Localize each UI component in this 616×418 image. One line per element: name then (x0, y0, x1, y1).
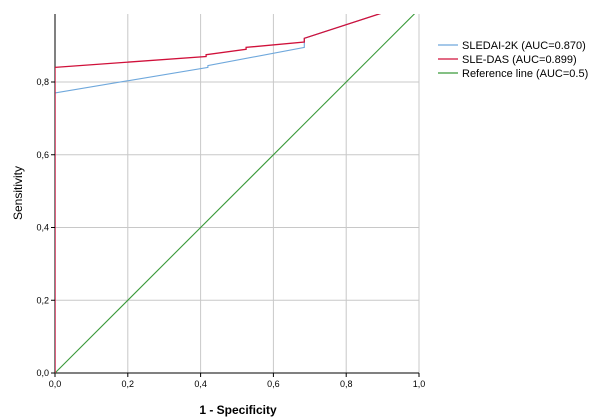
grid (55, 14, 420, 373)
series-lines (55, 14, 416, 374)
y-tick-label: 0,0 (36, 368, 49, 378)
x-axis-label: 1 - Specificity (199, 403, 277, 417)
y-tick-labels: 0,0 0,2 0,4 0,6 0,8 (36, 77, 49, 378)
series-line-1 (55, 14, 382, 373)
x-tick-label: 0,2 (122, 379, 135, 389)
x-tick-label: 0,0 (49, 379, 62, 389)
x-tick-label: 0,6 (267, 379, 280, 389)
y-tick-label: 0,4 (36, 223, 49, 233)
legend: SLEDAI-2K (AUC=0.870) SLE-DAS (AUC=0.899)… (438, 40, 588, 80)
x-tick-label: 0,4 (194, 379, 207, 389)
series-line-2 (55, 14, 416, 374)
y-tick-label: 0,2 (36, 295, 49, 305)
legend-label: SLEDAI-2K (AUC=0.870) (462, 40, 586, 52)
x-tick-label: 1,0 (413, 379, 426, 389)
legend-label: Reference line (AUC=0.5) (462, 68, 588, 80)
y-tick-label: 0,8 (36, 77, 49, 87)
y-axis-label: Sensitivity (11, 166, 25, 220)
y-tick-label: 0,6 (36, 150, 49, 160)
x-tick-label: 0,8 (340, 379, 353, 389)
x-tick-labels: 0,0 0,2 0,4 0,6 0,8 1,0 (49, 379, 426, 389)
legend-label: SLE-DAS (AUC=0.899) (462, 54, 577, 66)
